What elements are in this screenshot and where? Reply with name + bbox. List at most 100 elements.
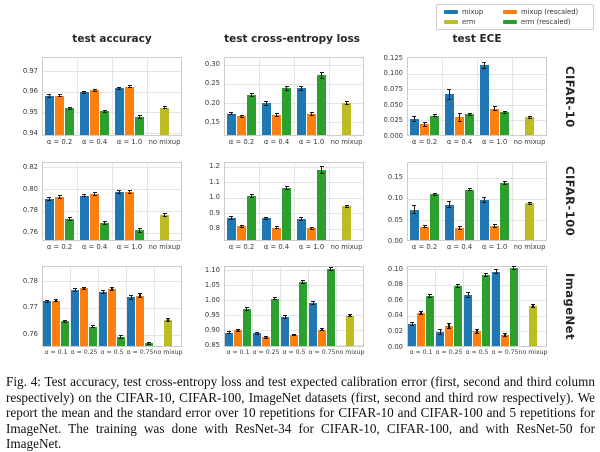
- x-category-label: α = 0.2: [411, 243, 438, 251]
- error-bar-cap: [54, 299, 58, 301]
- figure-caption: Fig. 4: Test accuracy, test cross-entrop…: [6, 374, 595, 452]
- error-bar: [163, 213, 166, 217]
- legend: mixup mixup (rescaled) erm erm (rescaled…: [436, 4, 594, 30]
- error-bar: [275, 113, 278, 117]
- error-bar-cap: [118, 338, 123, 339]
- error-bar-cap: [118, 335, 123, 337]
- x-category-label: no mixup: [153, 349, 183, 356]
- error-bar-cap: [311, 301, 316, 303]
- error-bar: [48, 94, 50, 98]
- y-tick-label: 0.9: [209, 208, 220, 217]
- bar-mixup-rescaled: [490, 108, 499, 135]
- error-bar-cap: [482, 201, 487, 203]
- error-bar-cap: [467, 189, 472, 191]
- y-tick-label: 0.000: [383, 131, 403, 140]
- x-category-label: no mixup: [148, 138, 181, 146]
- x-category-label: α = 0.1: [409, 349, 433, 356]
- x-gridline: [147, 58, 148, 135]
- error-bar-cap: [527, 118, 532, 120]
- x-gridline: [77, 163, 78, 240]
- error-bar: [504, 111, 506, 114]
- y-tick-label: 1.0: [209, 193, 220, 202]
- x-category-label: no mixup: [330, 243, 363, 251]
- x-category-label: α = 0.75: [491, 349, 519, 356]
- error-bar-cap: [457, 113, 462, 115]
- error-bar-cap: [244, 307, 249, 309]
- bar-erm-rescaled: [243, 309, 251, 346]
- error-bar: [493, 106, 496, 111]
- bar-erm-rescaled: [454, 286, 462, 347]
- error-bar-cap: [45, 299, 50, 301]
- error-bar: [251, 93, 253, 97]
- error-bar-cap: [127, 189, 132, 191]
- error-bar: [104, 110, 106, 113]
- bar-mixup: [296, 219, 306, 240]
- error-bar-cap: [283, 318, 288, 320]
- x-gridline: [329, 58, 330, 135]
- error-bar-cap: [492, 110, 497, 111]
- error-bar-cap: [492, 224, 497, 225]
- error-bar-cap: [531, 306, 535, 308]
- error-bar-cap: [138, 296, 142, 298]
- x-category-label: α = 0.2: [228, 138, 255, 146]
- error-bar-cap: [502, 180, 507, 182]
- x-gridline: [126, 267, 127, 346]
- erm-rescaled-color-swatch: [502, 19, 517, 25]
- error-bar-cap: [227, 332, 232, 334]
- error-bar: [120, 335, 122, 339]
- x-gridline: [98, 267, 99, 346]
- error-bar-cap: [422, 125, 427, 127]
- bar-mixup: [444, 204, 454, 240]
- error-bar: [504, 181, 506, 185]
- error-bar-cap: [320, 330, 324, 332]
- error-bar-cap: [239, 117, 244, 119]
- error-bar-cap: [137, 117, 142, 119]
- figure-4-canvas: test accuracy test cross-entropy loss te…: [22, 4, 594, 356]
- bar-mixup: [114, 192, 124, 240]
- error-bar: [111, 287, 113, 290]
- error-bar-cap: [67, 219, 72, 221]
- error-bar-cap: [328, 267, 333, 268]
- error-bar: [83, 287, 85, 290]
- bar-mixup-rescaled: [318, 329, 326, 346]
- error-bar-cap: [299, 219, 304, 221]
- error-bar-cap: [292, 333, 296, 335]
- bar-mixup-rescaled: [108, 288, 116, 346]
- bar-erm-rescaled: [317, 75, 327, 135]
- error-bar: [448, 89, 450, 100]
- y-tick-label: 1.1: [209, 177, 220, 186]
- error-bar: [448, 323, 450, 329]
- bar-erm-rescaled: [89, 326, 97, 346]
- y-tick-label: 1.00: [204, 295, 220, 304]
- error-bar: [274, 297, 276, 300]
- bar-mixup-rescaled: [490, 225, 499, 240]
- bar-erm-rescaled: [100, 222, 110, 240]
- row-label-cifar-10: CIFAR-10: [563, 65, 577, 128]
- error-bar: [300, 86, 302, 90]
- error-bar-cap: [475, 332, 479, 334]
- y-tick-label: 0.075: [383, 84, 403, 93]
- x-category-label: α = 0.4: [263, 138, 290, 146]
- error-bar-cap: [422, 224, 427, 226]
- error-bar-cap: [101, 290, 106, 291]
- error-bar-cap: [138, 293, 142, 295]
- error-bar-cap: [127, 87, 132, 89]
- error-bar-cap: [311, 303, 316, 305]
- bar-mixup: [444, 94, 454, 135]
- error-bar: [240, 115, 243, 118]
- error-bar: [532, 304, 534, 308]
- error-bar-cap: [503, 336, 507, 338]
- bar-erm-rescaled: [282, 88, 292, 135]
- bar-mixup-rescaled: [501, 335, 509, 346]
- error-bar-cap: [467, 112, 472, 114]
- y-tick-label: 0.02: [387, 327, 403, 335]
- y-tick-label: 0.85: [204, 340, 220, 349]
- y-tick-label: 0.25: [204, 79, 220, 88]
- y-tick-label: 0.76: [22, 228, 38, 237]
- error-bar-cap: [127, 85, 132, 86]
- error-bar-cap: [47, 199, 52, 201]
- error-bar-cap: [264, 219, 269, 221]
- error-bar: [312, 301, 314, 305]
- error-bar: [246, 307, 248, 311]
- error-bar-cap: [422, 227, 427, 229]
